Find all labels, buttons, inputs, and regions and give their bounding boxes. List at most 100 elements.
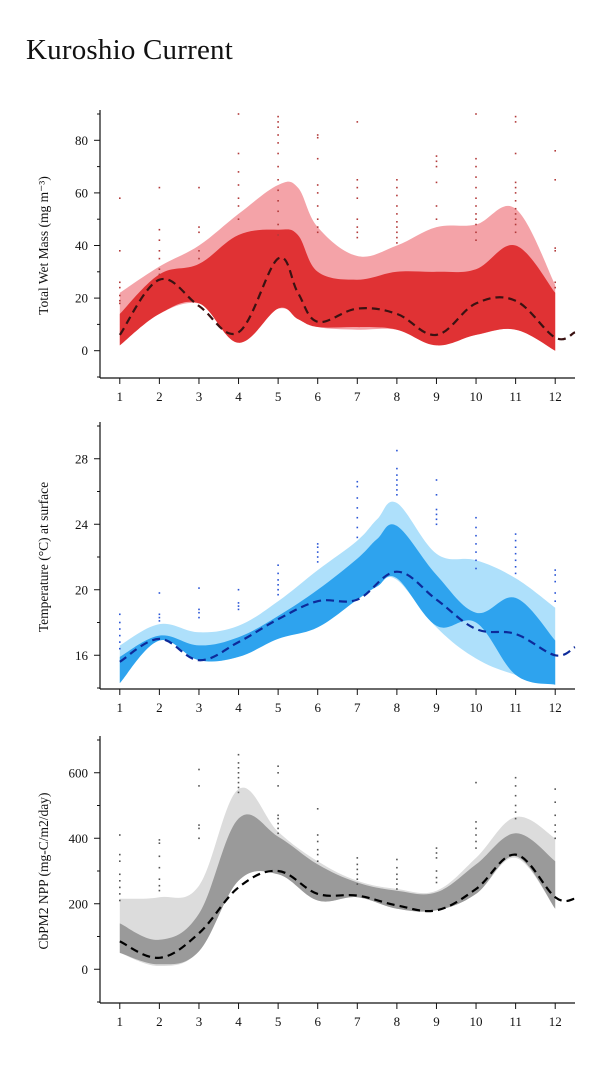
observation-point: [277, 234, 279, 236]
observation-point: [237, 605, 240, 607]
observation-point: [237, 786, 240, 789]
observation-point: [119, 860, 121, 862]
observation-point: [277, 189, 279, 192]
observation-point: [237, 152, 240, 155]
observation-point: [277, 179, 279, 181]
y-tick-label: 400: [69, 831, 89, 846]
x-tick-label: 11: [509, 1014, 522, 1029]
observation-point: [158, 268, 161, 270]
observation-point: [356, 873, 359, 876]
x-tick-label: 1: [117, 700, 124, 715]
observation-point: [316, 134, 319, 136]
observation-point: [158, 592, 161, 594]
y-tick-label: 0: [82, 962, 89, 977]
x-tick-label: 1: [117, 389, 124, 404]
observation-point: [237, 113, 240, 115]
observation-point: [356, 231, 359, 234]
observation-point: [475, 534, 477, 537]
observation-point: [237, 588, 240, 591]
observation-point: [316, 218, 319, 220]
observation-point: [475, 840, 477, 843]
x-tick-label: 6: [314, 1014, 321, 1029]
observation-point: [316, 834, 319, 836]
observation-point: [396, 489, 398, 491]
x-tick-label: 9: [433, 700, 440, 715]
observation-point: [435, 881, 438, 884]
y-axis-label: Total Wet Mass (mg m⁻³): [36, 176, 51, 315]
observation-point: [237, 218, 240, 220]
observation-point: [119, 286, 121, 289]
observation-point: [277, 165, 279, 168]
observation-point: [475, 827, 477, 830]
observation-point: [435, 494, 438, 496]
y-tick-label: 28: [75, 451, 88, 466]
observation-point: [356, 485, 359, 488]
observation-point: [119, 886, 121, 889]
observation-point: [316, 184, 319, 186]
observation-point: [514, 785, 517, 787]
observation-point: [396, 194, 398, 197]
observation-point: [514, 566, 517, 568]
y-tick-label: 60: [75, 185, 88, 200]
observation-point: [356, 536, 359, 539]
observation-point: [119, 647, 121, 650]
observation-point: [316, 157, 319, 160]
observation-point: [514, 192, 517, 194]
observation-point: [475, 567, 477, 570]
observation-point: [435, 857, 438, 859]
observation-point: [475, 543, 477, 545]
observation-point: [475, 197, 477, 199]
observation-point: [356, 197, 359, 199]
x-tick-label: 5: [275, 700, 282, 715]
observation-point: [277, 121, 279, 123]
x-tick-label: 4: [235, 389, 242, 404]
observation-point: [554, 150, 556, 152]
y-tick-label: 0: [82, 343, 89, 358]
observation-point: [237, 791, 240, 794]
y-tick-label: 80: [75, 133, 88, 148]
observation-point: [396, 467, 398, 470]
observation-point: [554, 830, 556, 833]
observation-point: [198, 587, 200, 589]
observation-point: [119, 899, 121, 902]
observation-point: [277, 827, 279, 830]
observation-point: [277, 115, 279, 118]
observation-point: [475, 213, 477, 215]
observation-point: [277, 765, 279, 767]
observation-point: [158, 616, 161, 619]
observation-point: [396, 236, 398, 239]
observation-point: [435, 518, 438, 521]
observation-point: [356, 497, 359, 499]
observation-points: [119, 753, 556, 902]
observation-point: [158, 620, 161, 622]
observation-point: [514, 817, 517, 820]
observation-point: [277, 572, 279, 575]
observation-point: [435, 876, 438, 879]
observation-point: [396, 242, 398, 244]
observation-point: [514, 223, 517, 226]
observation-point: [237, 171, 240, 173]
observation-point: [514, 559, 517, 562]
x-tick-label: 2: [156, 700, 163, 715]
observation-point: [316, 136, 319, 139]
observation-point: [554, 837, 556, 840]
observation-point: [554, 592, 556, 594]
x-tick-label: 8: [394, 1014, 401, 1029]
observation-point: [237, 602, 240, 604]
observation-point: [514, 552, 517, 555]
observation-point: [119, 197, 121, 199]
observation-point: [119, 873, 121, 876]
observation-point: [475, 239, 477, 241]
observation-point: [475, 218, 477, 220]
observation-point: [198, 837, 200, 840]
observation-point: [396, 213, 398, 215]
observation-point: [514, 811, 517, 813]
observation-point: [277, 772, 279, 774]
x-tick-label: 3: [196, 1014, 203, 1029]
observation-point: [435, 870, 438, 872]
observation-point: [396, 179, 398, 181]
observation-point: [277, 134, 279, 136]
x-tick-label: 10: [470, 1014, 483, 1029]
